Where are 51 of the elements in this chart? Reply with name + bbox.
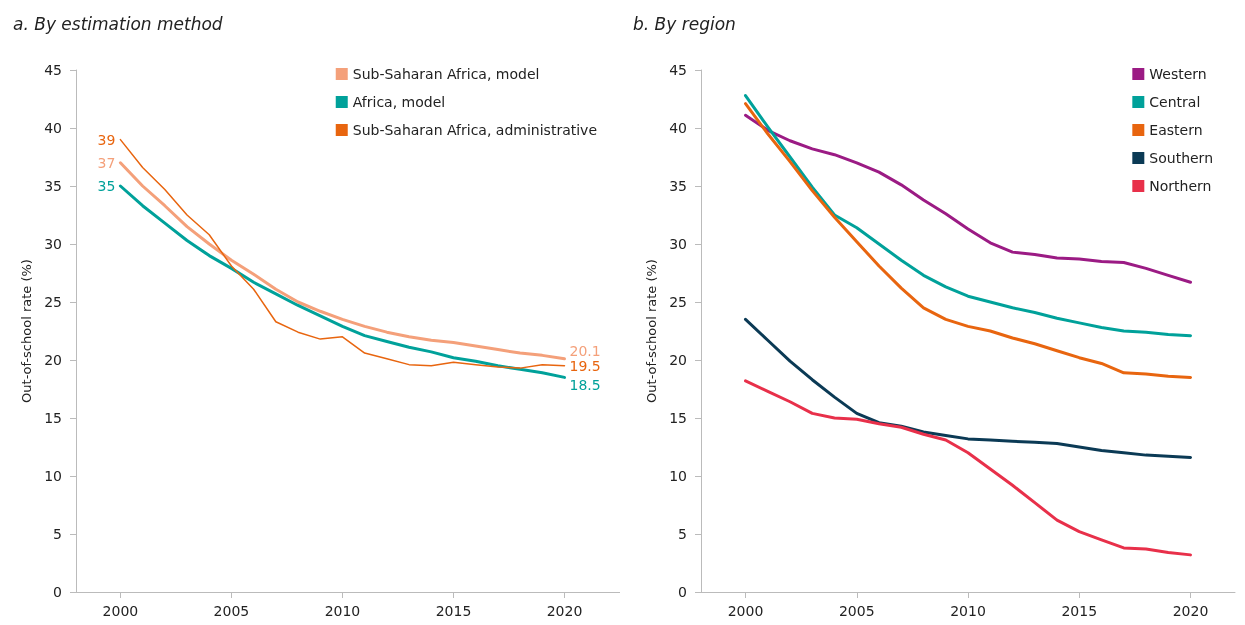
data-label: 39 bbox=[97, 131, 116, 148]
y-tick-label: 20 bbox=[44, 352, 62, 368]
x-tick-label: 2005 bbox=[838, 603, 875, 619]
y-tick-label: 25 bbox=[44, 294, 62, 310]
y-tick-label: 25 bbox=[669, 294, 687, 310]
y-axis-title: Out-of-school rate (%) bbox=[644, 259, 660, 403]
y-tick-label: 15 bbox=[44, 410, 62, 426]
y-tick-label: 30 bbox=[669, 236, 687, 252]
data-label: 35 bbox=[97, 178, 116, 194]
y-tick-label: 15 bbox=[669, 410, 687, 426]
y-axis-title: Out-of-school rate (%) bbox=[19, 259, 35, 403]
line-series bbox=[744, 317, 1192, 459]
x-tick-label: 2010 bbox=[324, 603, 361, 619]
data-label: 18.5 bbox=[569, 377, 601, 394]
x-tick-label: 2000 bbox=[727, 603, 764, 619]
data-label: 19.5 bbox=[569, 357, 601, 374]
x-tick-label: 2015 bbox=[435, 603, 472, 619]
legend-label: Central bbox=[1149, 94, 1201, 110]
data-label: 20.1 bbox=[569, 342, 601, 359]
y-tick-label: 35 bbox=[44, 178, 62, 194]
chart-title: b. By region bbox=[633, 13, 736, 34]
line-series bbox=[118, 184, 566, 379]
y-tick-label: 30 bbox=[44, 236, 62, 252]
y-tick-label: 40 bbox=[44, 120, 62, 136]
x-tick-label: 2020 bbox=[546, 603, 583, 619]
legend-label: Western bbox=[1149, 66, 1207, 82]
y-tick-label: 40 bbox=[669, 120, 687, 136]
legend-label: Sub-Saharan Africa, administrative bbox=[352, 122, 598, 138]
y-tick-label: 20 bbox=[669, 352, 687, 368]
y-tick-label: 5 bbox=[678, 526, 687, 542]
data-label: 37 bbox=[97, 154, 116, 171]
legend-label: Africa, model bbox=[352, 94, 446, 110]
legend-label: Southern bbox=[1149, 150, 1213, 166]
y-tick-label: 10 bbox=[669, 468, 687, 484]
y-tick-label: 45 bbox=[44, 62, 62, 78]
legend-label: Sub-Saharan Africa, model bbox=[352, 66, 540, 82]
x-tick-label: 2015 bbox=[1061, 603, 1098, 619]
y-tick-label: 35 bbox=[669, 178, 687, 194]
y-tick-label: 0 bbox=[678, 584, 687, 600]
x-tick-label: 2020 bbox=[1172, 603, 1209, 619]
legend-label: Eastern bbox=[1149, 122, 1203, 138]
legend-label: Northern bbox=[1149, 178, 1212, 194]
y-tick-label: 5 bbox=[53, 526, 62, 542]
x-tick-label: 2010 bbox=[950, 603, 986, 619]
x-tick-label: 2000 bbox=[102, 603, 139, 619]
y-tick-label: 0 bbox=[53, 584, 62, 600]
y-tick-label: 45 bbox=[669, 62, 687, 78]
y-tick-label: 10 bbox=[44, 468, 62, 484]
chart-title: a. By estimation method bbox=[13, 13, 223, 34]
line-series bbox=[744, 379, 1192, 557]
x-tick-label: 2005 bbox=[213, 603, 250, 619]
